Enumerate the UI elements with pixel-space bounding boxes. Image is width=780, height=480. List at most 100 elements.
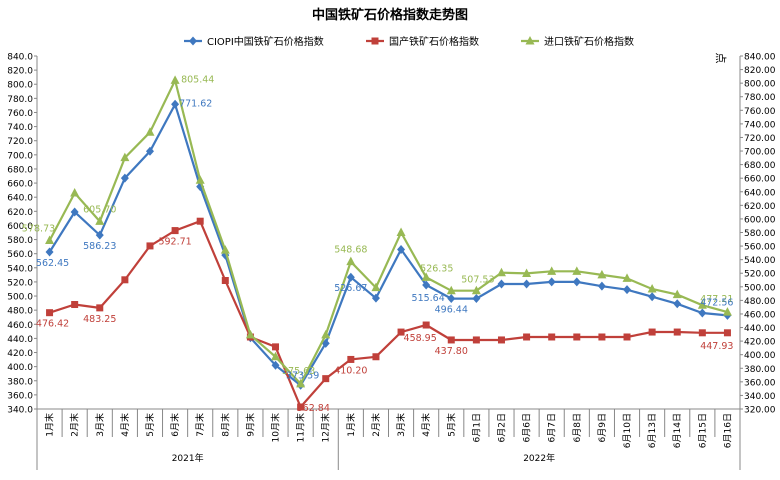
series-line <box>48 101 728 387</box>
x-tick-label: 6月16日 <box>722 413 733 448</box>
x-tick-label: 6月14日 <box>672 413 683 448</box>
year-group-label: 2021年 <box>172 452 204 464</box>
data-label: 605.70 <box>83 204 116 215</box>
square-marker <box>272 343 280 351</box>
x-tick-label: 3月末 <box>395 413 407 437</box>
square-marker <box>347 355 355 363</box>
triangle-marker <box>145 127 155 136</box>
triangle-marker <box>170 75 180 84</box>
chart-title: 中国铁矿石价格指数走势图 <box>312 7 468 23</box>
square-marker <box>598 333 606 341</box>
triangle-marker <box>647 283 657 293</box>
right-tick-label: 680.00 <box>744 161 776 171</box>
triangle-marker <box>396 227 406 236</box>
right-tick-label: 700.00 <box>744 148 776 158</box>
square-marker <box>548 333 556 341</box>
triangle-marker <box>296 378 306 388</box>
data-label: 410.20 <box>334 365 367 376</box>
right-y-axis: 320.00 340.00 360.00 380.00 400.00 420.00 440.… <box>739 53 776 416</box>
x-axis: 1月末 2月末 3月末 4月末 5月末 6月末 7月末 8月末 9月末 10月末 11月末 12月末 1… <box>36 408 741 470</box>
left-y-axis: 340.0 360.0 380.0 400.0 420.0 440.0 460.0 480.0… <box>7 53 38 416</box>
square-marker <box>196 217 204 225</box>
data-label: 526.67 <box>334 283 367 294</box>
x-tick-label: 4月末 <box>420 413 432 437</box>
right-tick-label: 520.00 <box>744 270 776 280</box>
triangle-marker <box>421 272 431 281</box>
diamond-marker <box>447 294 456 304</box>
triangle-marker <box>195 175 205 184</box>
diamond-marker <box>145 146 154 156</box>
right-tick-label: 620.00 <box>744 202 776 212</box>
square-marker <box>623 333 631 341</box>
right-tick-label: 660.00 <box>744 175 776 185</box>
square-marker <box>171 227 179 235</box>
square-marker <box>372 353 380 361</box>
diamond-marker <box>597 281 606 291</box>
left-tick-label: 800.0 <box>7 81 33 91</box>
series-1 <box>45 99 732 390</box>
x-tick-label: 2月末 <box>69 413 81 437</box>
right-tick-label: 380.00 <box>744 365 776 375</box>
left-tick-label: 440.0 <box>7 335 33 345</box>
square-marker <box>146 242 154 250</box>
diamond-marker <box>371 293 380 303</box>
data-label: 476.42 <box>36 319 69 330</box>
diamond-marker <box>120 173 129 183</box>
right-tick-label: 560.00 <box>744 243 776 253</box>
x-tick-label: 4月末 <box>119 413 131 437</box>
square-marker <box>673 328 681 336</box>
data-label: 562.45 <box>36 258 69 269</box>
diamond-marker <box>698 308 707 318</box>
left-tick-label: 480.0 <box>7 307 33 317</box>
series-line <box>48 77 728 386</box>
right-tick-label: 760.00 <box>744 107 776 117</box>
triangle-marker <box>45 235 55 244</box>
triangle-marker <box>70 187 80 197</box>
series-layer <box>45 75 732 411</box>
data-label: 771.62 <box>179 98 212 109</box>
triangle-marker <box>496 267 506 277</box>
diamond-marker <box>422 280 431 290</box>
x-tick-label: 1月末 <box>345 413 357 437</box>
left-tick-label: 580.0 <box>7 236 33 246</box>
right-tick-label: 320.00 <box>744 406 776 416</box>
right-tick-label: 420.00 <box>744 338 776 348</box>
data-label: 507.53 <box>461 275 494 286</box>
x-tick-label: 2月末 <box>370 413 382 437</box>
triangle-marker <box>522 268 532 277</box>
diamond-marker <box>497 279 506 289</box>
diamond-marker <box>70 207 79 217</box>
data-label: 437.80 <box>435 346 468 357</box>
series-line <box>49 219 728 410</box>
left-tick-label: 340.0 <box>7 406 33 416</box>
right-tick-label: 780.00 <box>744 93 776 103</box>
left-tick-label: 720.0 <box>7 137 33 147</box>
left-tick-label: 680.0 <box>7 165 33 175</box>
right-tick-label: 500.00 <box>744 283 776 293</box>
triangle-marker <box>722 307 732 316</box>
year-group-label: 2022年 <box>523 452 555 464</box>
right-tick-label: 400.00 <box>744 351 776 361</box>
series-2 <box>46 217 731 411</box>
right-tick-label: 360.00 <box>744 378 776 388</box>
data-label: 483.25 <box>83 314 116 325</box>
square-marker <box>46 309 54 317</box>
data-label: 373.59 <box>286 370 319 381</box>
legend-label: 进口铁矿石价格指数 <box>544 35 634 48</box>
left-tick-label: 420.0 <box>7 349 33 359</box>
square-marker <box>497 336 505 344</box>
triangle-marker <box>597 269 607 279</box>
x-tick-label: 6月8日 <box>572 413 583 442</box>
triangle-marker <box>525 36 535 45</box>
square-marker <box>723 329 731 337</box>
right-tick-label: 480.00 <box>744 297 776 307</box>
data-label: 472.56 <box>700 297 733 308</box>
square-marker <box>371 37 379 45</box>
right-tick-label: 800.00 <box>744 80 776 90</box>
left-tick-label: 640.0 <box>7 194 33 204</box>
diamond-marker <box>171 99 180 109</box>
square-marker <box>422 321 430 329</box>
square-marker <box>71 301 79 309</box>
data-label: 592.71 <box>158 237 191 248</box>
